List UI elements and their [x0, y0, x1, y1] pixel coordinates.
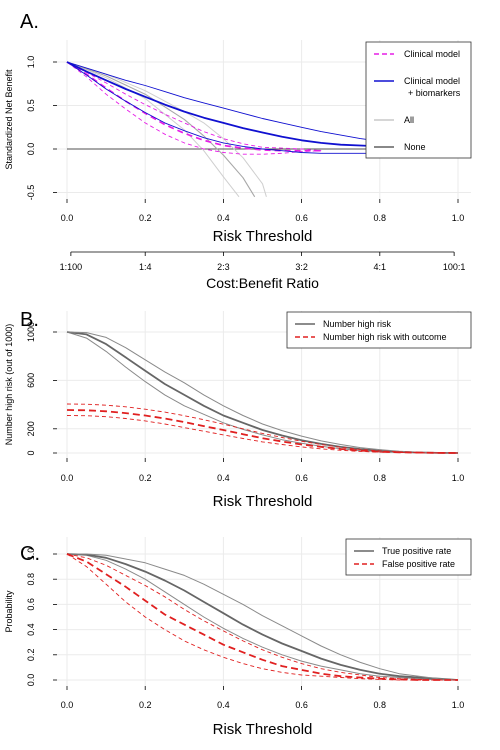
legend-label-line2: + biomarkers	[408, 88, 461, 98]
x-tick-label: 1.0	[452, 700, 465, 710]
x-tick-label: 0.4	[217, 473, 230, 483]
x-tick-label: 0.8	[374, 700, 387, 710]
legend-label: Number high risk	[323, 319, 392, 329]
y-tick-label: 600	[26, 373, 36, 388]
series-line-tpr-lower	[66, 553, 458, 681]
series-line-all-upper	[66, 61, 267, 197]
legend: True positive rate False positive rate	[345, 538, 472, 576]
grid	[57, 311, 471, 458]
x-axis-title: Risk Threshold	[213, 721, 313, 738]
panel-label: A.	[20, 11, 39, 33]
legend-label: Clinical model	[404, 76, 460, 86]
legend-label: All	[404, 115, 414, 125]
x-tick-label: 0.0	[61, 473, 74, 483]
series-line-all-lower	[66, 61, 240, 198]
y-tick-label: 1000	[26, 322, 36, 342]
panel-label: C.	[20, 543, 40, 565]
y-tick-label: 1.0	[26, 548, 36, 561]
x-tick-label: 0.6	[295, 700, 308, 710]
x-tick-label: 1.0	[452, 473, 465, 483]
grid	[57, 537, 471, 686]
series-line-fpr-upper	[66, 553, 458, 681]
series-line-nhr-lower	[66, 331, 458, 454]
legend-box	[365, 41, 472, 159]
x-tick-label: 0.6	[295, 213, 308, 223]
series-line-tpr-upper	[67, 553, 459, 681]
cost-benefit-tick-label: 3:2	[295, 262, 308, 272]
series-line-nhro-upper	[66, 403, 459, 454]
y-tick-label: 1.0	[26, 56, 36, 69]
y-tick-label: 0.5	[26, 99, 36, 112]
series-line-fpr-center	[66, 553, 458, 681]
series-line-nhro-lower	[66, 415, 458, 454]
y-tick-label: 0.4	[26, 623, 36, 636]
x-tick-label: 0.8	[374, 473, 387, 483]
y-tick-label: 0.2	[26, 649, 36, 662]
cost-benefit-tick-label: 4:1	[374, 262, 387, 272]
series-line-tpr-center	[66, 553, 459, 681]
series-group	[66, 553, 459, 681]
panel-label: B.	[20, 309, 39, 331]
legend-label: False positive rate	[382, 559, 455, 569]
x-axis-title: Risk Threshold	[213, 493, 313, 510]
cost-benefit-tick-label: 1:100	[60, 262, 83, 272]
x-tick-label: 0.6	[295, 473, 308, 483]
legend-label: Clinical model	[404, 49, 460, 59]
y-tick-label: -0.5	[26, 185, 36, 201]
cost-benefit-axis-title: Cost:Benefit Ratio	[206, 275, 319, 291]
legend: Clinical model Clinical model + biomarkers…	[365, 41, 472, 159]
y-axis-title: Standardized Net Benefit	[4, 69, 14, 170]
x-axis-title: Risk Threshold	[213, 228, 313, 245]
series-line-nhro-center	[66, 409, 459, 454]
x-tick-label: 0.4	[217, 700, 230, 710]
legend-label: True positive rate	[382, 546, 451, 556]
cost-benefit-axis: 1:100 1:4 2:3 3:2 4:1 100:1 Cost:Benefit Ratio	[60, 251, 466, 291]
y-tick-label: 0.0	[26, 674, 36, 687]
cost-benefit-tick-label: 2:3	[217, 262, 230, 272]
series-line-nhr-upper	[66, 331, 459, 454]
x-tick-label: 0.0	[61, 700, 74, 710]
legend-box	[286, 311, 472, 349]
series-line-biomarker-lower	[66, 61, 419, 155]
x-tick-label: 0.0	[61, 213, 74, 223]
series-line-clinical-upper	[66, 61, 322, 152]
y-axis-title: Probability	[4, 590, 14, 633]
series-group	[66, 331, 459, 454]
legend-box	[345, 538, 472, 576]
x-tick-label: 0.2	[139, 213, 152, 223]
y-tick-label: 0.0	[26, 143, 36, 156]
panel-b: 0 200 600 1000 0.0 0.2 0.4 0.6 0.8 1.0 Risk Thresh…	[4, 309, 472, 510]
x-tick-label: 0.2	[139, 473, 152, 483]
x-tick-label: 1.0	[452, 213, 465, 223]
y-tick-label: 0	[26, 450, 36, 455]
x-tick-label: 0.2	[139, 700, 152, 710]
cost-benefit-tick-label: 100:1	[443, 262, 466, 272]
y-axis-title: Number high risk (out of 1000)	[4, 324, 14, 446]
series-line-all-center	[66, 61, 256, 198]
legend-label: Number high risk with outcome	[323, 332, 447, 342]
y-tick-label: 0.8	[26, 573, 36, 586]
panel-c: 0.0 0.2 0.4 0.6 0.8 1.0 0.0 0.2 0.4 0.6 0.8 1.0 Risk…	[4, 537, 472, 738]
y-tick-label: 0.6	[26, 598, 36, 611]
x-tick-label: 0.8	[374, 213, 387, 223]
series-line-clinical-lower	[66, 61, 322, 155]
legend: Number high risk Number high risk with ou…	[286, 311, 472, 349]
panel-a: -0.5 0.0 0.5 1.0 0.0 0.2 0.4 0.6 0.8 1.0 Risk Thre…	[4, 11, 472, 291]
cost-benefit-tick-label: 1:4	[139, 262, 152, 272]
y-tick-label: 200	[26, 421, 36, 436]
legend-label: None	[404, 142, 426, 152]
x-tick-label: 0.4	[217, 213, 230, 223]
